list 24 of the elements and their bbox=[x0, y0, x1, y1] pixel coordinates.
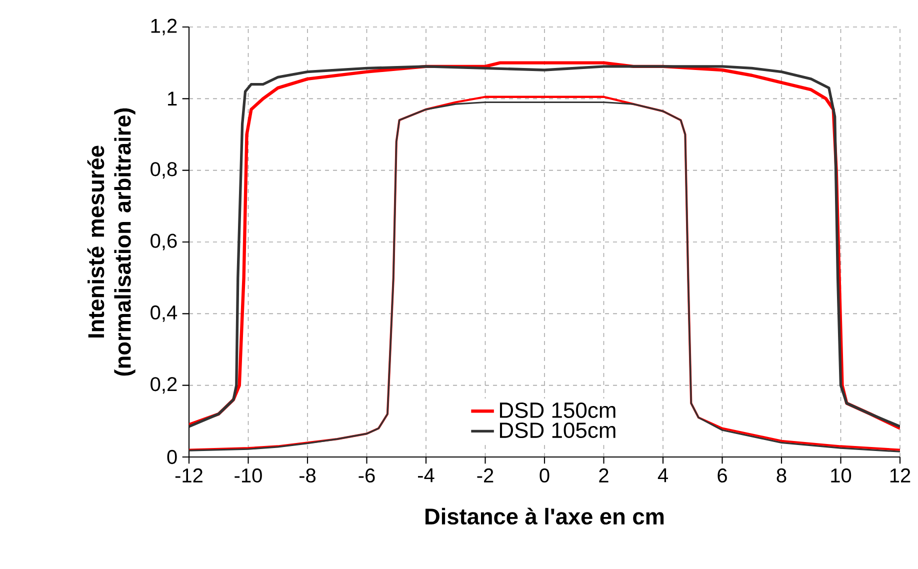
y-tick-label: 1 bbox=[168, 92, 177, 106]
x-tick-label: -2 bbox=[477, 468, 494, 482]
y-tick-label: 0,8 bbox=[150, 162, 177, 179]
x-tick-label: 2 bbox=[599, 468, 608, 482]
x-tick-label: 10 bbox=[831, 468, 852, 483]
legend-label: DSD 105cm bbox=[500, 422, 616, 438]
y-tick-label: 0 bbox=[167, 450, 177, 464]
x-tick-label: -8 bbox=[299, 468, 316, 483]
x-tick-label: -12 bbox=[175, 468, 202, 482]
legend-label: DSD 150cm bbox=[500, 402, 616, 418]
y-tick-label: 1,2 bbox=[151, 18, 177, 36]
x-tick-label: -6 bbox=[358, 468, 375, 483]
x-tick-label: 8 bbox=[776, 468, 786, 483]
y-axis-title: Intenisté mesurée (normalisation arbitraire) bbox=[87, 108, 136, 376]
x-tick-label: 12 bbox=[890, 468, 910, 482]
y-tick-label: 0,6 bbox=[150, 234, 177, 250]
x-tick-label: 0 bbox=[540, 468, 550, 483]
x-tick-label: 6 bbox=[718, 468, 727, 483]
x-tick-label: 4 bbox=[658, 468, 668, 482]
x-tick-label: -10 bbox=[234, 468, 262, 483]
x-axis-title: Distance à l'axe en cm bbox=[426, 508, 664, 525]
x-tick-label: -4 bbox=[418, 468, 434, 482]
y-tick-label: 0,2 bbox=[150, 377, 177, 394]
y-tick-label: 0,4 bbox=[150, 305, 178, 322]
